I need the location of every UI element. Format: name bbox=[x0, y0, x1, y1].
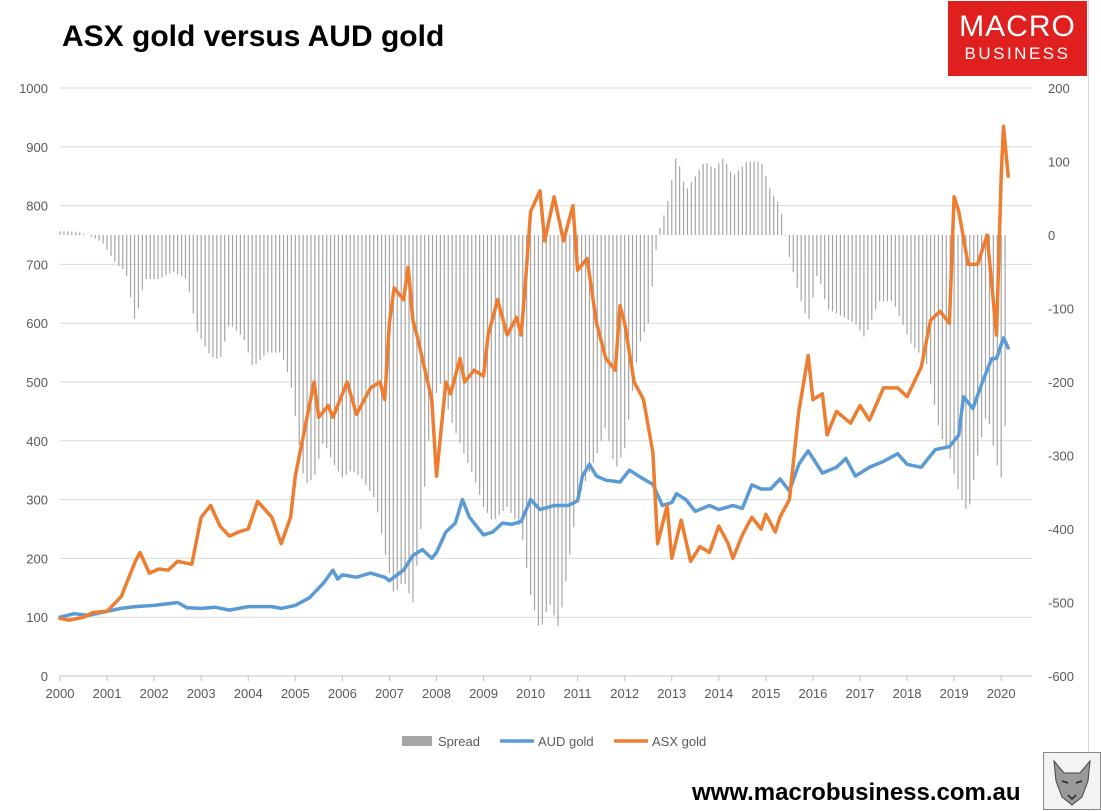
x-tick-label: 2008 bbox=[422, 686, 451, 701]
y-right-tick-label: -600 bbox=[1048, 669, 1074, 684]
y-right-tick-label: -500 bbox=[1048, 596, 1074, 611]
x-tick-label: 2020 bbox=[987, 686, 1016, 701]
y-right-tick-label: -300 bbox=[1048, 449, 1074, 464]
x-tick-label: 2019 bbox=[940, 686, 969, 701]
x-tick-label: 2018 bbox=[893, 686, 922, 701]
x-tick-label: 2004 bbox=[234, 686, 263, 701]
x-tick-label: 2011 bbox=[564, 686, 592, 701]
macrobusiness-logo: MACRO BUSINESS bbox=[948, 1, 1087, 76]
x-tick-label: 2006 bbox=[328, 686, 357, 701]
x-tick-label: 2015 bbox=[751, 686, 780, 701]
legend-spread-label: Spread bbox=[438, 734, 480, 749]
footer-url[interactable]: www.macrobusiness.com.au bbox=[692, 779, 1021, 806]
legend-spread-swatch bbox=[402, 736, 432, 746]
legend-aud-gold-label: AUD gold bbox=[538, 734, 594, 749]
logo-line-1: MACRO bbox=[959, 10, 1076, 43]
x-tick-label: 2009 bbox=[469, 686, 498, 701]
y-left-tick-label: 500 bbox=[26, 375, 48, 390]
x-tick-label: 2010 bbox=[516, 686, 545, 701]
y-right-tick-label: 100 bbox=[1048, 155, 1070, 170]
x-tick-label: 2003 bbox=[187, 686, 216, 701]
y-left-tick-label: 300 bbox=[26, 493, 48, 508]
x-tick-label: 2016 bbox=[798, 686, 827, 701]
aud-gold-line bbox=[58, 336, 1010, 619]
x-tick-label: 2007 bbox=[375, 686, 404, 701]
x-tick-label: 2017 bbox=[846, 686, 875, 701]
y-right-tick-label: 0 bbox=[1048, 228, 1055, 243]
x-tick-label: 2000 bbox=[46, 686, 75, 701]
y-left-tick-label: 900 bbox=[26, 140, 48, 155]
y-right-tick-label: 200 bbox=[1048, 81, 1070, 96]
y-right-tick-label: -100 bbox=[1048, 302, 1074, 317]
frame-border bbox=[1088, 0, 1089, 811]
y-left-tick-label: 600 bbox=[26, 316, 48, 331]
x-tick-label: 2002 bbox=[140, 686, 169, 701]
y-left-tick-label: 400 bbox=[26, 434, 48, 449]
asx-gold-line bbox=[58, 124, 1010, 622]
y-left-tick-label: 700 bbox=[26, 257, 48, 272]
x-tick-label: 2013 bbox=[657, 686, 686, 701]
legend-asx-gold-label: ASX gold bbox=[652, 734, 706, 749]
x-tick-label: 2012 bbox=[610, 686, 639, 701]
y-left-tick-label: 1000 bbox=[19, 81, 48, 96]
y-left-tick-label: 800 bbox=[26, 199, 48, 214]
y-left-tick-label: 0 bbox=[41, 669, 48, 684]
y-left-tick-label: 200 bbox=[26, 551, 48, 566]
y-right-tick-label: -200 bbox=[1048, 375, 1074, 390]
x-tick-label: 2014 bbox=[704, 686, 733, 701]
chart-title: ASX gold versus AUD gold bbox=[62, 20, 445, 53]
wolf-emblem-icon bbox=[1043, 752, 1101, 810]
x-tick-label: 2001 bbox=[93, 686, 122, 701]
logo-line-2: BUSINESS bbox=[964, 44, 1071, 63]
x-tick-label: 2005 bbox=[281, 686, 310, 701]
y-left-tick-label: 100 bbox=[26, 610, 48, 625]
y-right-tick-label: -400 bbox=[1048, 522, 1074, 537]
